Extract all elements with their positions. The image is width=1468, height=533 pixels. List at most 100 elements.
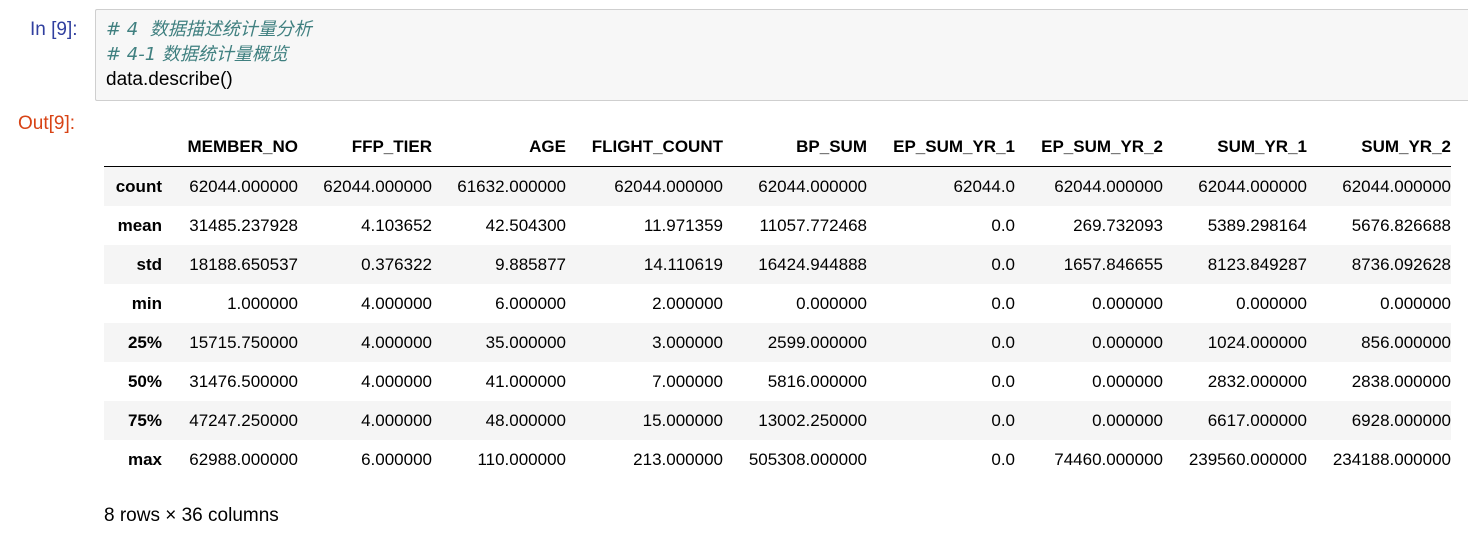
- table-cell: 2838.000000: [1351, 371, 1451, 391]
- table-cell: 0.000000: [1236, 293, 1307, 313]
- table-cell: 8123.849287: [1207, 254, 1307, 274]
- table-cell: 31485.237928: [189, 215, 298, 235]
- input-prompt: In [9]:: [30, 19, 78, 40]
- row-label: 50%: [127, 371, 162, 391]
- table-cell: 856.000000: [1361, 332, 1451, 352]
- table-row: 75% 47247.250000 4.000000 48.000000 15.0…: [104, 401, 1451, 440]
- table-cell: 11057.772468: [759, 215, 867, 235]
- table-cell: 15.000000: [642, 410, 723, 430]
- table-cell: 1024.000000: [1207, 332, 1307, 352]
- table-cell: 5816.000000: [767, 371, 867, 391]
- table-cell: 213.000000: [633, 449, 723, 469]
- row-label: max: [127, 449, 162, 469]
- row-label: count: [115, 176, 162, 196]
- code-line: data.describe(): [106, 69, 233, 90]
- table-row: count 62044.000000 62044.000000 61632.00…: [104, 166, 1451, 206]
- table-cell: 0.000000: [1092, 332, 1163, 352]
- table-cell: 31476.500000: [189, 371, 298, 391]
- table-cell: 35.000000: [485, 332, 566, 352]
- table-cell: 62044.000000: [189, 176, 298, 196]
- table-cell: 4.103652: [361, 215, 432, 235]
- row-label: 75%: [127, 410, 162, 430]
- table-cell: 4.000000: [361, 371, 432, 391]
- table-row: 25% 15715.750000 4.000000 35.000000 3.00…: [104, 323, 1451, 362]
- row-label: min: [131, 293, 162, 313]
- table-cell: 110.000000: [477, 449, 566, 469]
- table-cell: 9.885877: [495, 254, 566, 274]
- table-cell: 1.000000: [227, 293, 298, 313]
- table-cell: 4.000000: [361, 332, 432, 352]
- table-cell: 0.0: [991, 293, 1015, 313]
- column-header: EP_SUM_YR_2: [1015, 128, 1163, 167]
- table-cell: 0.0: [991, 371, 1015, 391]
- table-cell: 62988.000000: [189, 449, 298, 469]
- table-row: max 62988.000000 6.000000 110.000000 213…: [104, 440, 1451, 479]
- table-cell: 6.000000: [495, 293, 566, 313]
- table-cell: 42.504300: [485, 215, 566, 235]
- column-header: BP_SUM: [723, 128, 867, 167]
- row-label: std: [136, 254, 163, 274]
- table-cell: 61632.000000: [457, 176, 566, 196]
- column-header: SUM_YR_1: [1163, 128, 1307, 167]
- table-cell: 6928.000000: [1351, 410, 1451, 430]
- table-cell: 0.376322: [361, 254, 432, 274]
- code-comment-line: # 4 数据描述统计量分析: [106, 19, 312, 40]
- table-cell: 239560.000000: [1188, 449, 1307, 469]
- table-row: min 1.000000 4.000000 6.000000 2.000000 …: [104, 284, 1451, 323]
- code-input-area[interactable]: # 4 数据描述统计量分析 # 4-1 数据统计量概览 data.describ…: [95, 9, 1468, 101]
- table-cell: 15715.750000: [189, 332, 298, 352]
- row-label: mean: [117, 215, 162, 235]
- column-header: FFP_TIER: [298, 128, 432, 167]
- table-row: 50% 31476.500000 4.000000 41.000000 7.00…: [104, 362, 1451, 401]
- table-cell: 7.000000: [652, 371, 723, 391]
- column-header: EP_SUM_YR_1: [867, 128, 1015, 167]
- table-header-row: MEMBER_NO FFP_TIER AGE FLIGHT_COUNT BP_S…: [104, 128, 1451, 167]
- output-prompt: Out[9]:: [18, 113, 76, 134]
- table-cell: 4.000000: [361, 410, 432, 430]
- table-cell: 2599.000000: [767, 332, 867, 352]
- table-cell: 2832.000000: [1207, 371, 1307, 391]
- index-header: [104, 128, 162, 167]
- table-cell: 16424.944888: [758, 254, 867, 274]
- column-header: SUM_YR_2: [1307, 128, 1451, 167]
- table-cell: 234188.000000: [1332, 449, 1451, 469]
- table-cell: 0.000000: [796, 293, 867, 313]
- table-cell: 13002.250000: [758, 410, 867, 430]
- table-cell: 0.0: [991, 332, 1015, 352]
- table-cell: 3.000000: [652, 332, 723, 352]
- table-cell: 62044.000000: [1054, 176, 1163, 196]
- table-cell: 4.000000: [361, 293, 432, 313]
- table-cell: 62044.000000: [758, 176, 867, 196]
- table-cell: 1657.846655: [1063, 254, 1163, 274]
- table-cell: 0.0: [991, 215, 1015, 235]
- table-cell: 62044.000000: [1198, 176, 1307, 196]
- column-header: AGE: [432, 128, 566, 167]
- table-cell: 8736.092628: [1351, 254, 1451, 274]
- code-comment-line: # 4-1 数据统计量概览: [106, 44, 288, 65]
- table-cell: 48.000000: [485, 410, 566, 430]
- table-summary: 8 rows × 36 columns: [104, 505, 279, 526]
- table-cell: 0.000000: [1092, 371, 1163, 391]
- table-cell: 62044.0: [953, 176, 1015, 196]
- table-cell: 0.0: [991, 449, 1015, 469]
- table-cell: 41.000000: [485, 371, 566, 391]
- table-cell: 6617.000000: [1207, 410, 1307, 430]
- table-cell: 62044.000000: [323, 176, 432, 196]
- table-cell: 0.0: [991, 410, 1015, 430]
- table-row: mean 31485.237928 4.103652 42.504300 11.…: [104, 206, 1451, 245]
- table-cell: 0.000000: [1092, 293, 1163, 313]
- table-cell: 74460.000000: [1054, 449, 1163, 469]
- column-header: MEMBER_NO: [162, 128, 298, 167]
- table-cell: 2.000000: [652, 293, 723, 313]
- table-cell: 62044.000000: [614, 176, 723, 196]
- table-cell: 47247.250000: [189, 410, 298, 430]
- table-cell: 14.110619: [643, 254, 723, 274]
- table-cell: 5676.826688: [1351, 215, 1451, 235]
- table-cell: 505308.000000: [748, 449, 867, 469]
- table-row: std 18188.650537 0.376322 9.885877 14.11…: [104, 245, 1451, 284]
- table-cell: 18188.650537: [189, 254, 298, 274]
- table-cell: 269.732093: [1073, 215, 1163, 235]
- dataframe-table: MEMBER_NO FFP_TIER AGE FLIGHT_COUNT BP_S…: [104, 128, 1451, 479]
- table-cell: 62044.000000: [1342, 176, 1451, 196]
- table-cell: 0.0: [991, 254, 1015, 274]
